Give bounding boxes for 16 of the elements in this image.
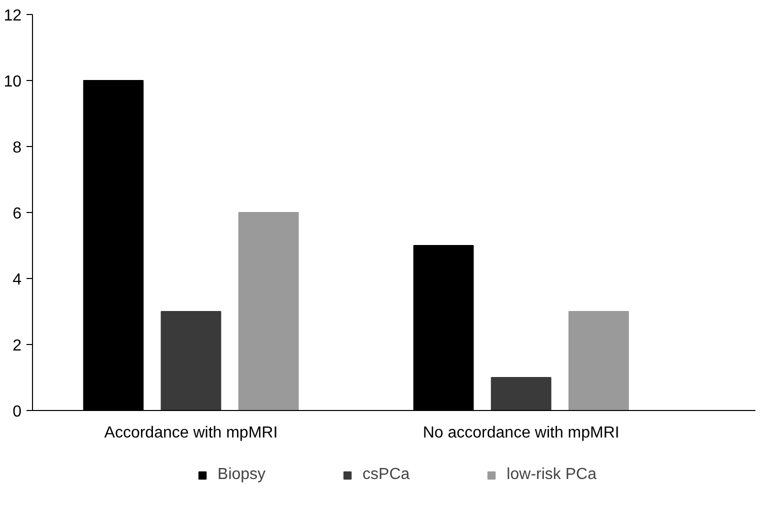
y-tick-label: 10	[4, 74, 22, 90]
x-tick-label: No accordance with mpMRI	[422, 424, 620, 442]
y-tick-label: 2	[12, 338, 22, 354]
bar	[238, 212, 299, 410]
y-tick-label: 6	[12, 206, 22, 222]
y-tick-label: 0	[12, 404, 22, 420]
legend-label: csPCa	[362, 466, 410, 484]
y-tick-label: 12	[4, 8, 22, 24]
x-tick-label: Accordance with mpMRI	[104, 424, 278, 442]
legend-label: low-risk PCa	[506, 466, 596, 484]
bar	[568, 311, 629, 410]
legend-label: Biopsy	[218, 466, 266, 484]
y-tick-label: 8	[12, 140, 22, 156]
bar	[490, 377, 552, 410]
y-tick-label: 4	[12, 272, 22, 288]
bar	[160, 311, 222, 410]
